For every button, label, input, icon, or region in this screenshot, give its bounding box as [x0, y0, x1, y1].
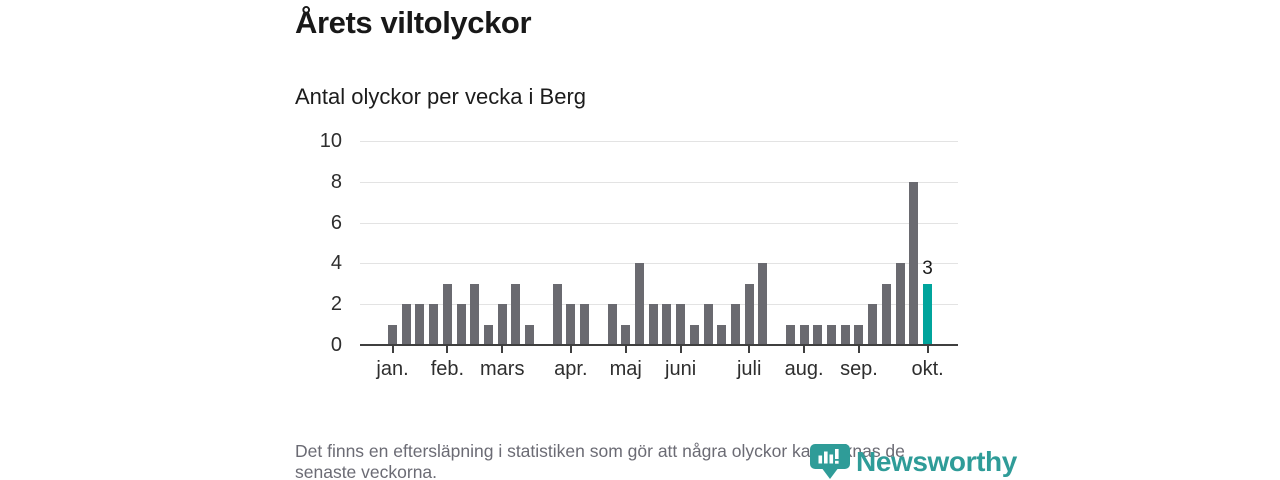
bar-week-7: [470, 283, 480, 345]
chart-subtitle: Antal olyckor per vecka i Berg: [295, 84, 587, 109]
bar-week-33: [827, 324, 837, 345]
gridline-y-8: [360, 181, 958, 183]
newsworthy-logo-icon: [810, 444, 850, 479]
y-axis-tick-label: 2: [330, 293, 342, 316]
bar-week-10: [511, 283, 521, 345]
gridline-y-6: [360, 222, 958, 224]
bar-week-38: [895, 263, 905, 345]
x-axis-tick-label: juli: [736, 358, 762, 380]
x-axis-tick-label: feb.: [430, 358, 465, 380]
bar-week-15: [580, 304, 590, 345]
plot-area: jan. feb. mars apr. maj juni juli aug. sep. okt. 3: [360, 141, 958, 380]
x-tick-mark: [446, 345, 449, 353]
bar-week-26: [731, 304, 740, 345]
bar-week-4: [429, 304, 439, 345]
x-tick-mark: [679, 345, 682, 353]
x-tick-mark: [501, 345, 504, 353]
bar-week-34: [840, 324, 850, 345]
chart-title: Årets viltolyckor: [295, 5, 532, 40]
bar-week-9: [497, 304, 507, 345]
footnote-line: senaste veckorna.: [295, 462, 438, 480]
bar-week-21: [662, 304, 672, 345]
x-tick-mark: [926, 345, 929, 353]
bar-week-39: [909, 181, 919, 345]
bar-week-35: [854, 324, 864, 345]
bar-week-25: [717, 324, 727, 345]
bar-week-24: [703, 304, 713, 345]
gridline-y-2: [360, 304, 958, 306]
y-axis-tick-label: 6: [330, 211, 342, 234]
bar-week-22: [676, 304, 686, 345]
bar-week-14: [566, 304, 576, 345]
bar-week-23: [689, 324, 699, 345]
y-axis-tick-label: 10: [319, 130, 342, 152]
x-tick-mark: [624, 345, 627, 353]
footnote-line: Det finns en eftersläpning i statistiken…: [295, 441, 905, 461]
x-axis-tick-label: juni: [665, 358, 697, 380]
x-axis-tick-label: okt.: [911, 358, 944, 380]
bar-week-40: [923, 283, 933, 345]
x-axis-tick-label: sep.: [840, 358, 878, 380]
y-axis-tick-label: 0: [330, 334, 342, 356]
bar-week-27: [744, 283, 754, 345]
x-axis-tick-label: jan.: [376, 358, 409, 380]
x-tick-mark: [857, 345, 860, 353]
bar-week-6: [456, 304, 466, 345]
newsworthy-logo: Newsworthy: [810, 444, 1017, 480]
bar-week-19: [634, 263, 644, 345]
y-axis-tick-label: 4: [330, 252, 342, 275]
x-tick-mark: [803, 345, 806, 353]
bar-week-31: [799, 324, 809, 345]
bar-week-37: [881, 283, 891, 345]
x-axis-tick-label: apr.: [554, 358, 588, 380]
bar-week-11: [525, 324, 535, 345]
bar-week-32: [813, 324, 823, 345]
footnote: Det finns en eftersläpning i statistiken…: [295, 441, 995, 480]
x-axis-tick-label: maj: [609, 358, 642, 380]
x-axis-baseline: [360, 344, 958, 346]
bar-week-13: [552, 283, 562, 345]
x-tick-mark: [748, 345, 751, 353]
bar-week-3: [415, 304, 425, 345]
bar-week-36: [868, 304, 878, 345]
newsworthy-logo-text: Newsworthy: [856, 446, 1017, 477]
bar-week-30: [785, 324, 795, 345]
bar-value-label: 3: [922, 257, 933, 279]
x-tick-mark: [391, 345, 394, 353]
y-axis: 0 2 4 6 8 10: [278, 130, 342, 356]
x-tick-mark: [569, 345, 572, 353]
bar-week-17: [607, 304, 617, 345]
bar-week-2: [401, 304, 411, 345]
bar-week-28: [758, 263, 768, 345]
bar-week-1: [388, 324, 397, 345]
x-axis-tick-label: aug.: [784, 358, 824, 380]
y-axis-tick-label: 8: [330, 170, 342, 193]
gridline-y-10: [360, 141, 958, 142]
x-axis-tick-label: mars: [480, 358, 525, 380]
bar-week-5: [442, 283, 452, 345]
bar-week-18: [621, 324, 631, 345]
bar-week-8: [484, 324, 494, 345]
bar-week-20: [648, 304, 658, 345]
gridline-y-4: [360, 263, 958, 265]
